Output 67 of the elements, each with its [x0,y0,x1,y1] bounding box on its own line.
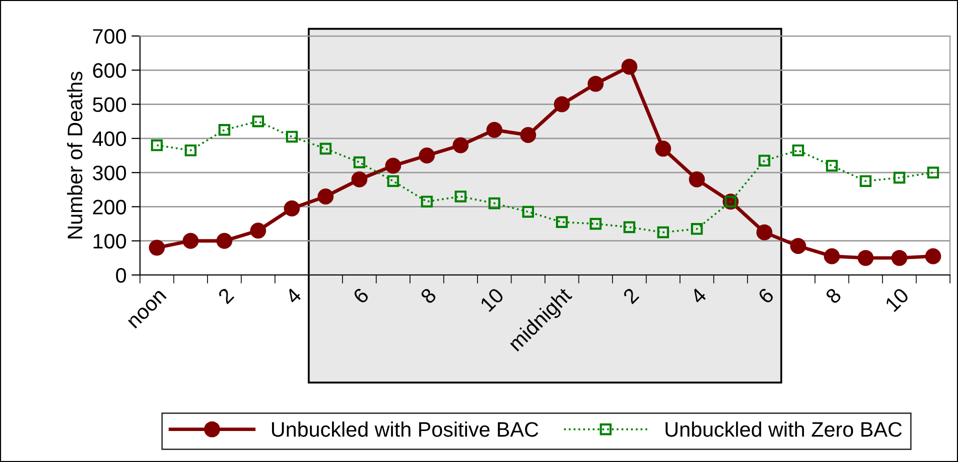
y-tick-label: 700 [93,29,126,44]
x-tick-label: 8 [420,287,438,304]
point [218,124,230,136]
point [756,224,772,240]
point [927,166,940,178]
y-axis-title: Number of Deaths [67,72,82,238]
x-tick-label: 2 [622,287,640,304]
y-tick-label: 200 [93,200,126,214]
point [657,226,670,238]
point [284,200,300,216]
point [488,197,500,210]
point [353,156,366,168]
point [826,160,838,172]
point [556,216,568,228]
point [824,248,840,264]
point [792,144,804,156]
point [216,232,232,249]
point [860,175,872,188]
point [588,76,604,92]
x-tick-label: 6 [352,287,370,304]
point [318,188,334,204]
legend-label: Unbuckled with Positive BAC [272,422,538,437]
y-tick-label: 100 [94,234,126,249]
point [790,238,806,254]
point [520,127,536,144]
point [420,196,433,208]
point [688,171,705,188]
point [621,58,638,75]
point [385,158,402,174]
point [452,137,469,154]
point [758,154,770,167]
point [418,148,435,164]
y-tick-label: 500 [92,97,126,112]
point [891,250,908,266]
point [320,142,332,155]
point [893,172,906,184]
y-tick-label: 600 [93,63,126,78]
point [148,240,165,256]
x-tick-label: 6 [757,287,775,304]
point [690,223,703,235]
point [351,171,368,188]
y-tick-label: 400 [92,131,126,146]
point [184,144,197,156]
point [250,222,266,239]
point [150,139,163,152]
x-tick-label: 8 [824,287,842,304]
point [387,175,400,188]
legend-label: Unbuckled with Zero BAC [666,422,902,437]
y-tick-label: 300 [92,166,126,180]
x-tick-label: 2 [217,287,234,304]
point [655,140,672,157]
point [623,221,636,234]
point [858,250,874,266]
x-tick-label: 10 [480,287,505,312]
x-tick-label: 10 [884,287,910,312]
point [590,218,602,230]
point [286,130,298,143]
point [252,115,264,128]
point [522,206,534,218]
point [454,190,467,202]
point [182,232,199,249]
point [554,96,570,112]
x-tick-label: 4 [284,287,302,305]
y-tick-label: 0 [116,268,126,283]
point [925,248,942,264]
point [486,122,502,138]
x-tick-label: 4 [690,287,708,305]
